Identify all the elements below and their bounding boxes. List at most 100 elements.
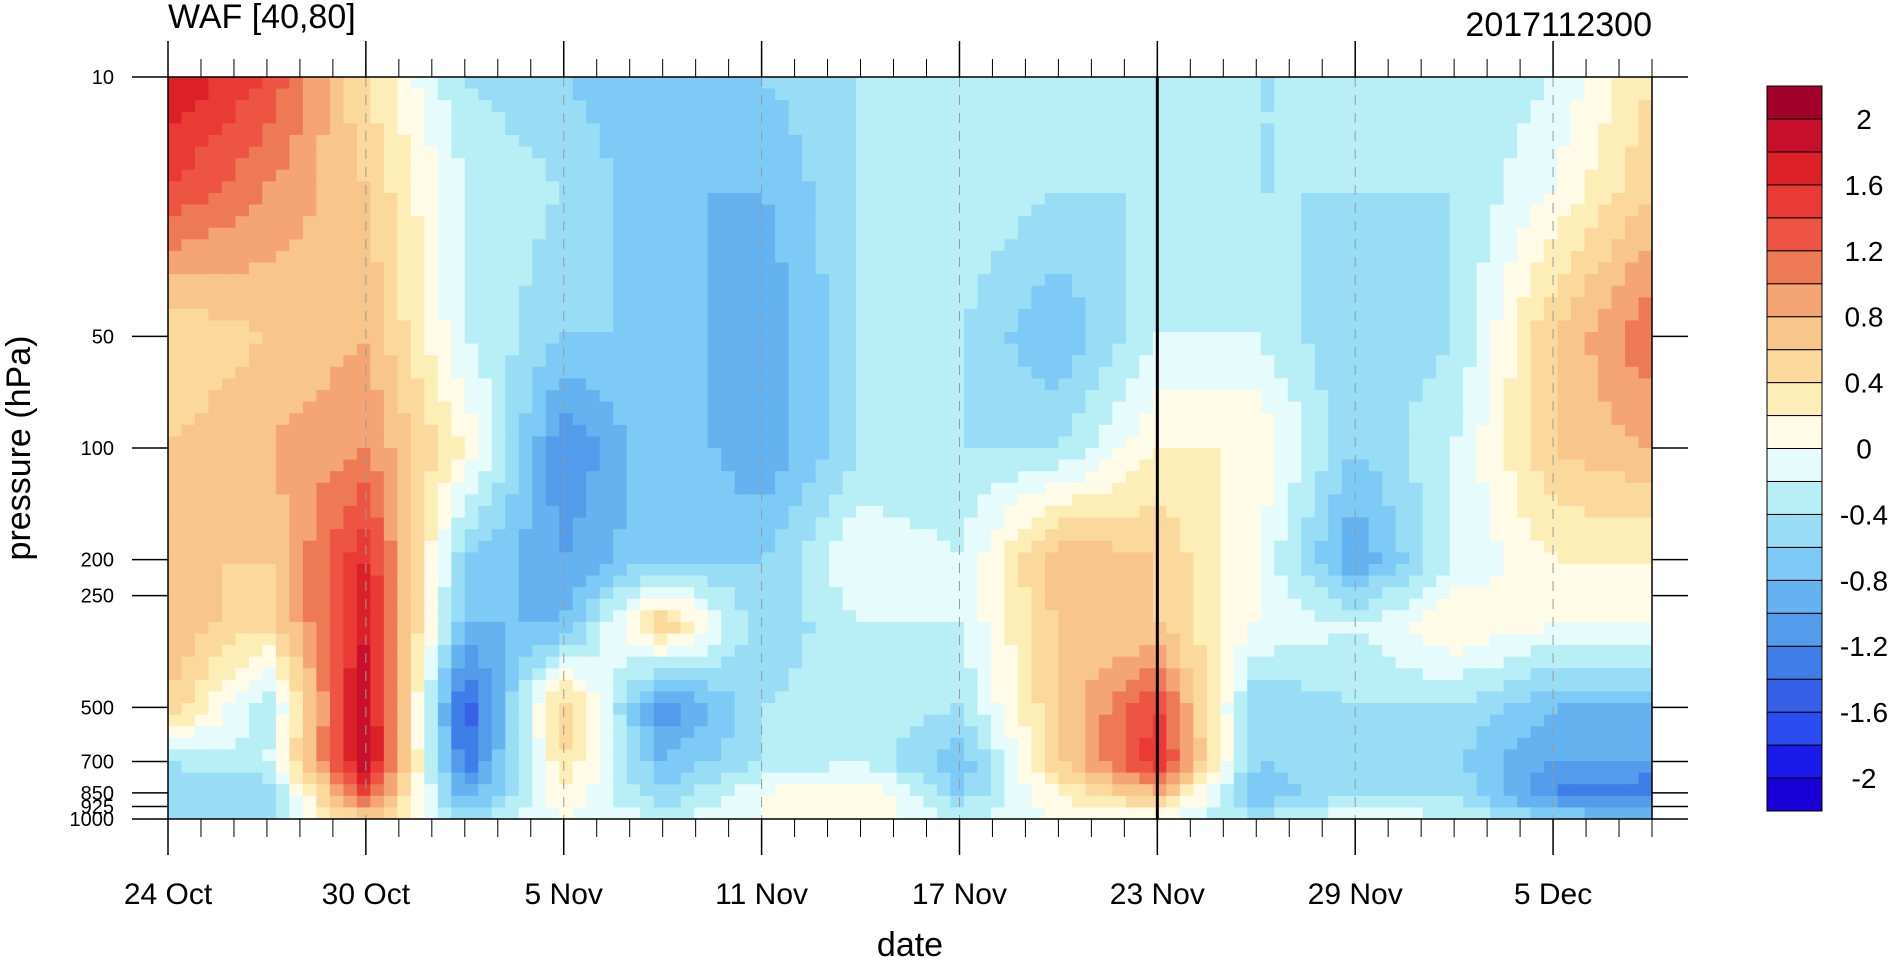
contour-cell xyxy=(316,436,331,449)
contour-cell xyxy=(1382,494,1397,507)
contour-cell xyxy=(208,587,223,600)
contour-cell xyxy=(1355,297,1370,310)
contour-cell xyxy=(545,424,560,437)
contour-cell xyxy=(707,378,722,391)
contour-cell xyxy=(883,285,898,298)
contour-cell xyxy=(1395,378,1410,391)
contour-cell xyxy=(1490,413,1505,426)
contour-cell xyxy=(802,100,817,113)
contour-cell xyxy=(910,169,925,182)
contour-cell xyxy=(1112,332,1127,345)
contour-cell xyxy=(168,100,183,113)
contour-cell xyxy=(1476,355,1491,368)
contour-cell xyxy=(329,227,344,240)
contour-cell xyxy=(1247,111,1262,124)
contour-cell xyxy=(1274,540,1289,553)
contour-cell xyxy=(1247,494,1262,507)
contour-cell xyxy=(1625,529,1640,542)
contour-cell xyxy=(1071,158,1086,171)
contour-cell xyxy=(1382,227,1397,240)
contour-cell xyxy=(842,123,857,136)
contour-cell xyxy=(1166,100,1181,113)
contour-cell xyxy=(559,192,574,206)
contour-cell xyxy=(1220,308,1235,322)
contour-cell xyxy=(1314,274,1329,287)
contour-cell xyxy=(1422,424,1437,437)
contour-cell xyxy=(1571,413,1586,426)
contour-cell xyxy=(815,146,830,159)
contour-cell xyxy=(1301,529,1316,542)
contour-cell xyxy=(370,517,385,530)
contour-cell xyxy=(1341,181,1356,194)
contour-cell xyxy=(181,297,196,310)
contour-cell xyxy=(1193,192,1208,206)
contour-cell xyxy=(181,401,196,414)
contour-cell xyxy=(518,552,533,565)
contour-cell xyxy=(1638,192,1652,206)
contour-cell xyxy=(316,355,331,368)
contour-cell xyxy=(424,204,439,217)
contour-cell xyxy=(1044,575,1059,588)
contour-cell xyxy=(1233,204,1248,217)
contour-cell xyxy=(1287,494,1302,507)
contour-cell xyxy=(1098,436,1113,449)
contour-cell xyxy=(1287,424,1302,437)
contour-cell xyxy=(518,100,533,113)
contour-cell xyxy=(397,204,412,217)
contour-cell xyxy=(1220,471,1235,484)
contour-cell xyxy=(424,563,439,577)
contour-cell xyxy=(168,413,183,426)
contour-cell xyxy=(599,459,614,472)
contour-cell xyxy=(1179,529,1194,542)
contour-cell xyxy=(356,297,371,310)
contour-cell xyxy=(1341,517,1356,530)
contour-cell xyxy=(1625,320,1640,333)
contour-cell xyxy=(626,505,641,519)
contour-cell xyxy=(640,517,655,530)
contour-cell xyxy=(963,529,979,542)
contour-cell xyxy=(950,158,965,171)
contour-cell xyxy=(1382,123,1397,136)
contour-cell xyxy=(410,274,425,287)
contour-cell xyxy=(829,575,844,588)
contour-cell xyxy=(1598,77,1613,90)
contour-cell xyxy=(248,285,264,298)
contour-cell xyxy=(1436,552,1451,565)
contour-cell xyxy=(1301,192,1316,206)
contour-cell xyxy=(1436,100,1451,113)
contour-cell xyxy=(721,552,736,565)
contour-cell xyxy=(788,413,803,426)
contour-cell xyxy=(1328,448,1343,461)
contour-cell xyxy=(1530,192,1545,206)
contour-cell xyxy=(302,343,317,356)
contour-cell xyxy=(1220,227,1235,240)
contour-cell xyxy=(383,355,398,368)
contour-cell xyxy=(302,332,317,345)
contour-cell xyxy=(1139,320,1154,333)
contour-cell xyxy=(1395,552,1410,565)
contour-cell xyxy=(586,146,601,159)
contour-cell xyxy=(1112,146,1127,159)
contour-cell xyxy=(883,366,898,380)
contour-cell xyxy=(829,494,844,507)
contour-cell xyxy=(990,436,1006,449)
contour-cell xyxy=(545,297,560,310)
contour-cell xyxy=(1193,424,1208,437)
contour-cell xyxy=(1274,563,1289,577)
contour-cell xyxy=(289,181,304,194)
contour-cell xyxy=(788,482,803,495)
contour-cell xyxy=(1004,529,1019,542)
contour-cell xyxy=(599,262,614,275)
contour-cell xyxy=(586,482,601,495)
contour-cell xyxy=(1638,216,1652,229)
contour-cell xyxy=(734,529,749,542)
contour-cell xyxy=(640,587,655,600)
contour-cell xyxy=(1355,459,1370,472)
contour-cell xyxy=(1220,192,1235,206)
contour-cell xyxy=(748,332,763,345)
contour-cell xyxy=(370,343,385,356)
contour-cell xyxy=(1355,77,1370,90)
contour-cell xyxy=(626,227,641,240)
contour-cell xyxy=(424,424,439,437)
contour-cell xyxy=(1193,308,1208,322)
